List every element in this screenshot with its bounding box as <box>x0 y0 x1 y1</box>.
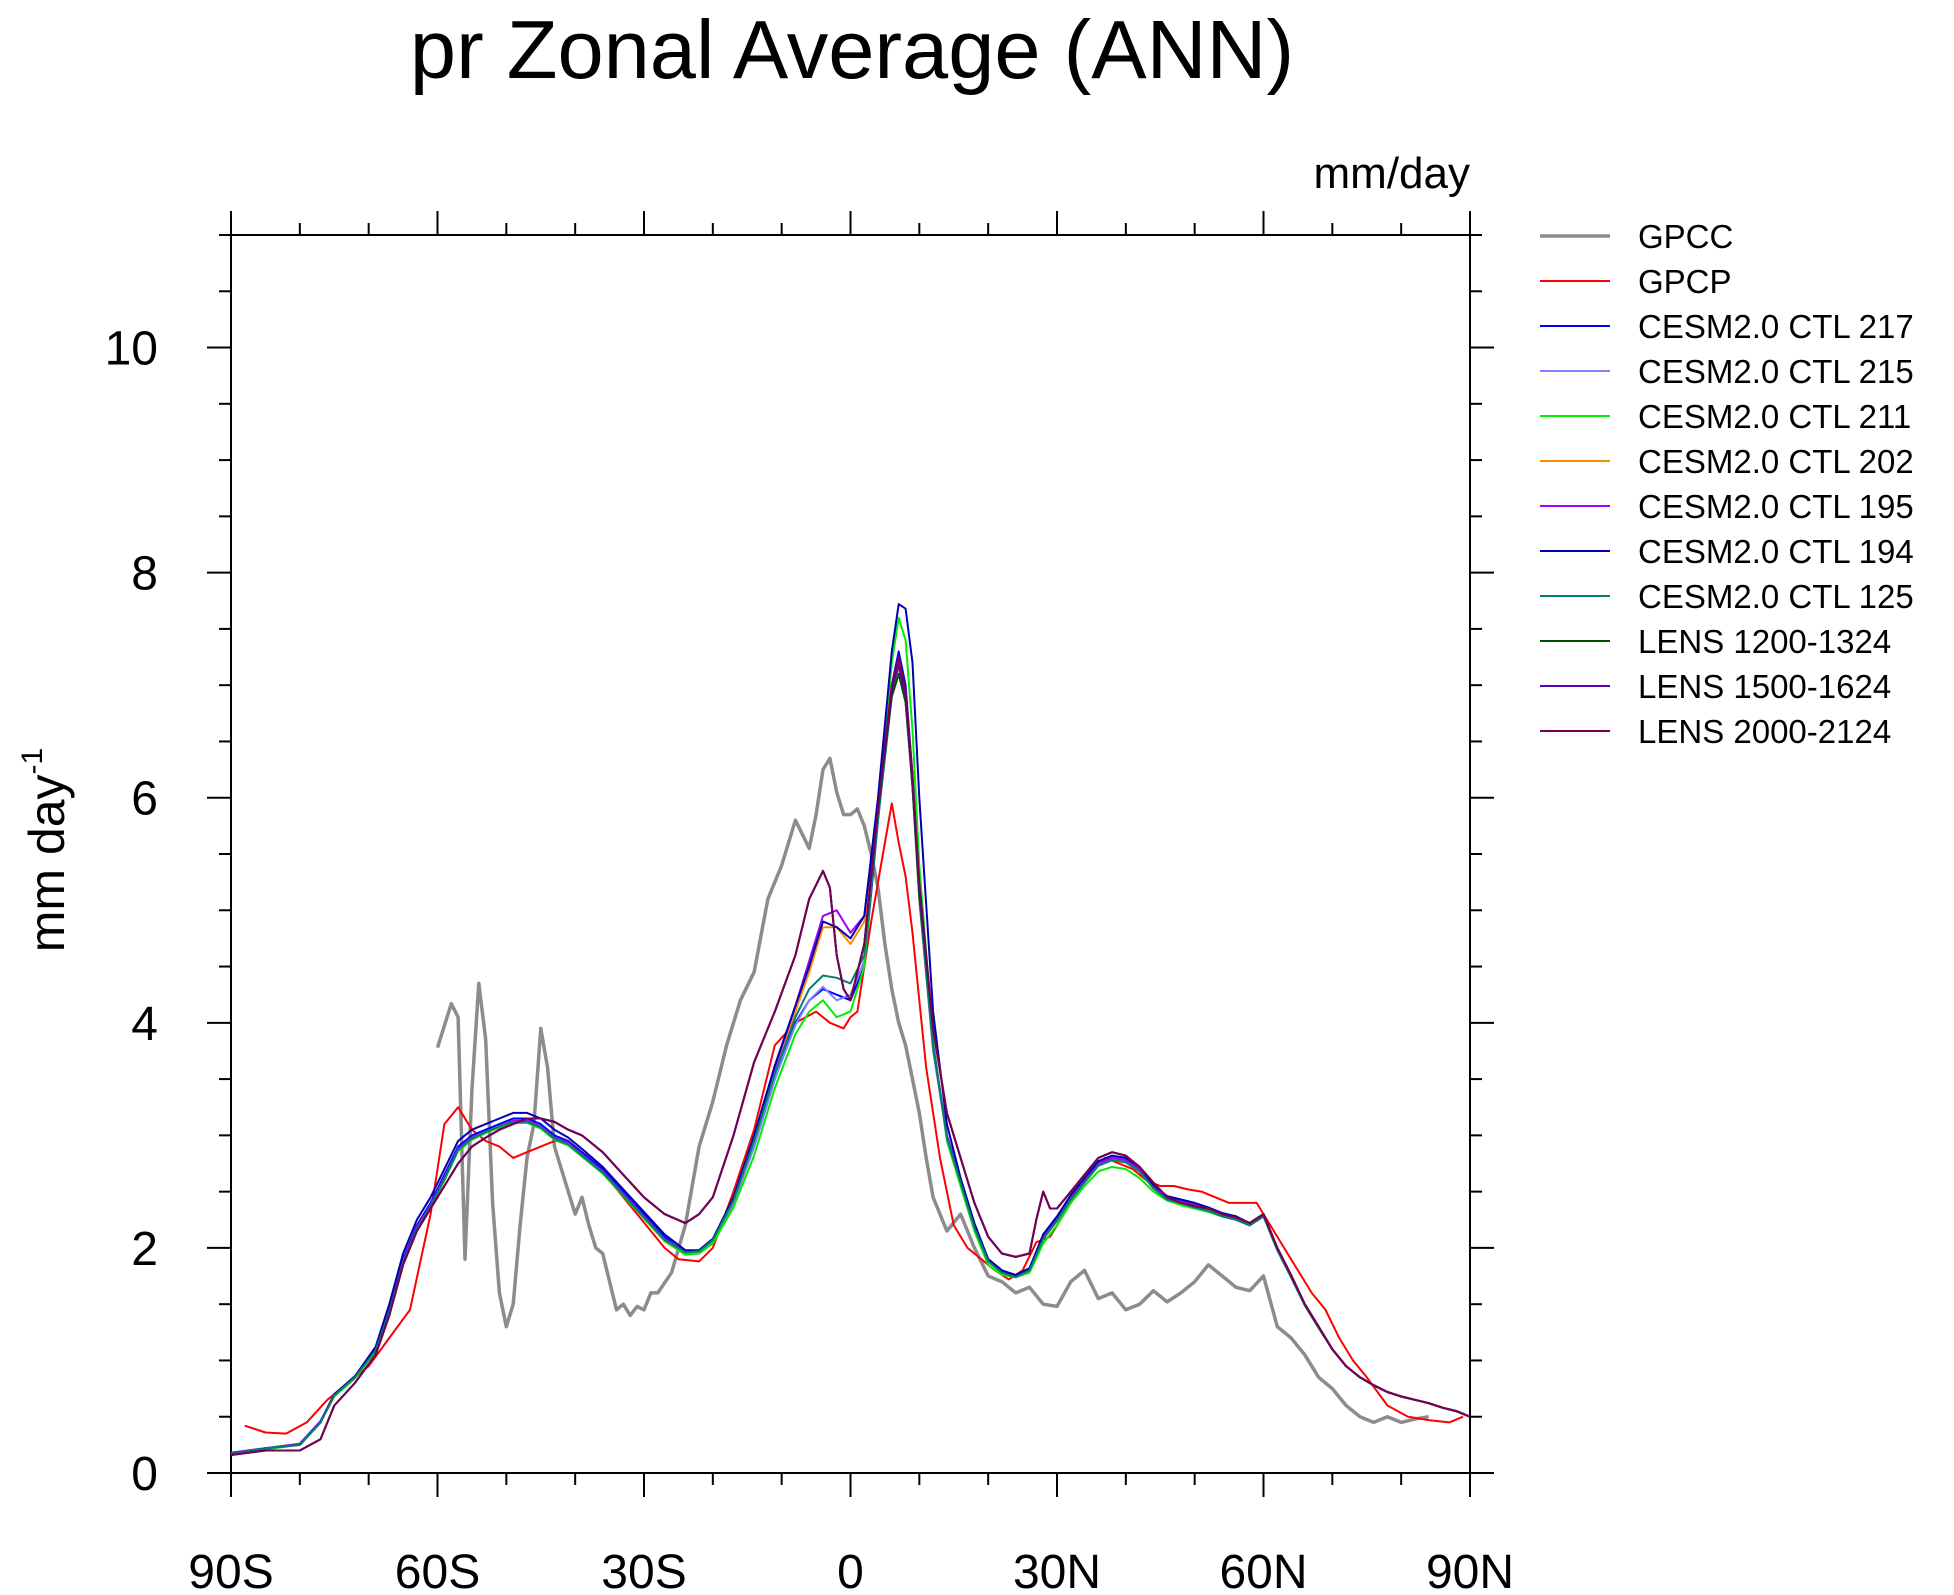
y-tick-label: 4 <box>131 998 158 1051</box>
series-lines <box>230 603 1471 1456</box>
svg-text:mm day-1: mm day-1 <box>16 748 75 953</box>
units-label: mm/day <box>1314 149 1470 198</box>
legend-label: LENS 1500-1624 <box>1638 668 1891 705</box>
x-tick-label: 90N <box>1426 1546 1514 1595</box>
y-axis-label-exponent: -1 <box>16 748 49 775</box>
y-tick-label: 2 <box>131 1223 158 1276</box>
legend-label: CESM2.0 CTL 195 <box>1638 488 1914 525</box>
legend-label: LENS 1200-1324 <box>1638 623 1891 660</box>
series-line-lens-2000-2124 <box>230 656 1471 1456</box>
series-line-cesm2-0-ctl-202 <box>230 667 1471 1455</box>
y-tick-label: 0 <box>131 1448 158 1501</box>
legend-label: CESM2.0 CTL 194 <box>1638 533 1914 570</box>
series-line-cesm2-0-ctl-125 <box>230 672 1471 1455</box>
x-tick-label: 30N <box>1013 1546 1101 1595</box>
y-tick-label: 8 <box>131 548 158 601</box>
x-tick-label: 30S <box>601 1546 686 1595</box>
series-line-lens-1500-1624 <box>230 663 1471 1456</box>
chart-title: pr Zonal Average (ANN) <box>410 3 1294 96</box>
series-line-cesm2-0-ctl-215 <box>230 667 1471 1454</box>
x-tick-label: 0 <box>837 1546 864 1595</box>
legend-label: CESM2.0 CTL 211 <box>1638 398 1911 435</box>
series-line-gpcp <box>244 802 1464 1435</box>
series-line-cesm2-0-ctl-211 <box>230 616 1471 1455</box>
legend-label: GPCP <box>1638 263 1732 300</box>
legend-label: LENS 2000-2124 <box>1638 713 1891 750</box>
axis-ticks: 90S 60S 30S 0 30N 60N 90N 0 2 4 6 8 10 <box>105 211 1514 1595</box>
plot-frame <box>230 234 1471 1474</box>
y-tick-label: 6 <box>131 773 158 826</box>
legend-label: CESM2.0 CTL 202 <box>1638 443 1914 480</box>
series-line-lens-1200-1324 <box>230 672 1471 1456</box>
x-tick-label: 90S <box>188 1546 273 1595</box>
legend-label: CESM2.0 CTL 125 <box>1638 578 1914 615</box>
y-axis-label: mm day-1 <box>16 748 75 953</box>
y-axis-label-text: mm day <box>19 774 75 952</box>
series-line-gpcc <box>435 756 1429 1425</box>
legend-label: CESM2.0 CTL 217 <box>1638 308 1914 345</box>
series-line-cesm2-0-ctl-194 <box>230 603 1471 1455</box>
legend: GPCC GPCP CESM2.0 CTL 217 CESM2.0 CTL 215 CE… <box>1540 218 1914 750</box>
x-tick-label: 60N <box>1219 1546 1307 1595</box>
legend-label: GPCC <box>1638 218 1733 255</box>
legend-label: CESM2.0 CTL 215 <box>1638 353 1914 390</box>
y-tick-label: 10 <box>105 323 158 376</box>
x-tick-label: 60S <box>395 1546 480 1595</box>
